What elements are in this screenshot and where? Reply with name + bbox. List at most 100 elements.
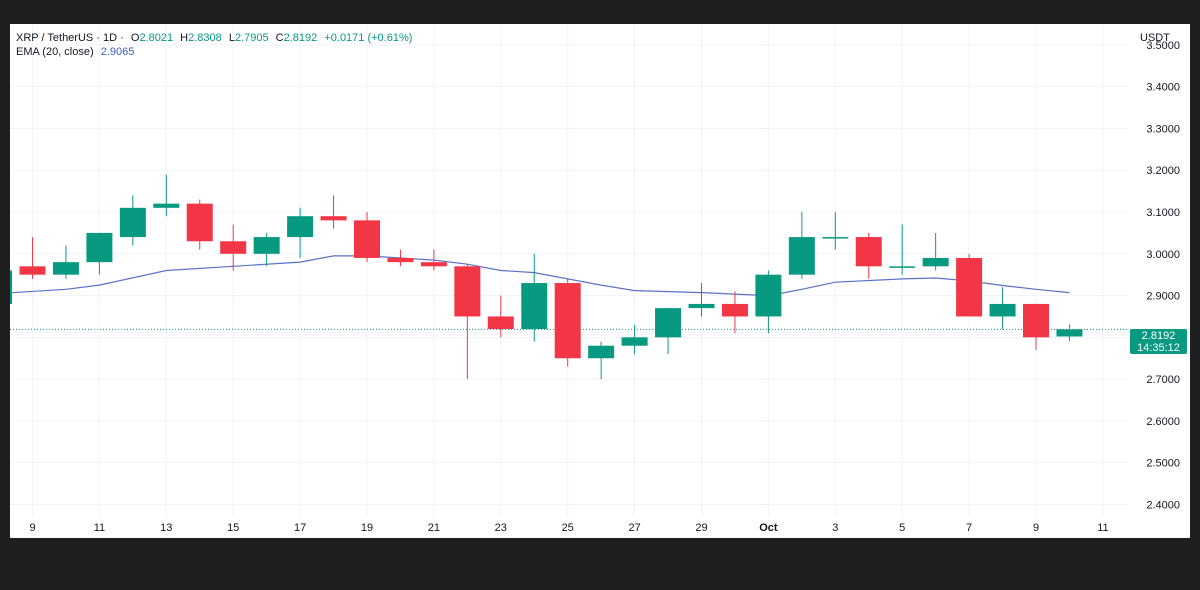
- currency-unit[interactable]: USDT: [1140, 32, 1170, 44]
- candle-body: [287, 216, 314, 238]
- candle-body: [320, 216, 347, 221]
- date-tick-label: 3: [832, 522, 838, 534]
- candle: [956, 253, 983, 317]
- candle: [420, 249, 447, 271]
- change-value: +0.0171 (+0.61%): [324, 32, 413, 44]
- date-tick-label: 7: [966, 522, 972, 534]
- candle: [253, 232, 280, 267]
- candle: [688, 283, 715, 317]
- candle-body: [521, 283, 548, 329]
- candle-body: [119, 207, 146, 238]
- candle-body: [487, 316, 514, 329]
- date-tick-label: 11: [1097, 522, 1108, 534]
- date-tick-label: 25: [562, 522, 574, 534]
- candle-body: [1056, 329, 1083, 337]
- candle-body: [253, 237, 280, 254]
- candle: [220, 224, 247, 271]
- candle: [922, 232, 949, 271]
- candle: [1056, 324, 1083, 342]
- candle-body: [454, 266, 481, 317]
- candle: [287, 207, 314, 258]
- candle: [119, 195, 146, 246]
- ema-row: EMA (20, close) 2.9065: [16, 45, 412, 59]
- ohlc-row: XRP / TetherUS · 1D · O2.8021 H2.8308 L2…: [16, 31, 412, 45]
- candle-body: [989, 303, 1016, 317]
- candle-body: [889, 266, 916, 268]
- candle-body: [354, 220, 380, 258]
- time-axis: 9 11 13 15 17 19 21 23 25 27 29 Oct 3 5 7 9 11: [29, 522, 1108, 534]
- candle: [521, 253, 548, 342]
- date-tick-label: 15: [227, 522, 239, 534]
- candle: [822, 212, 849, 250]
- date-tick-label: 17: [294, 522, 306, 534]
- date-tick-label: 9: [1033, 522, 1039, 534]
- date-tick-label: 11: [94, 522, 105, 534]
- candle-body: [588, 345, 615, 359]
- candle: [621, 324, 648, 355]
- low-value: 2.7905: [234, 32, 269, 44]
- candle: [788, 212, 815, 279]
- price-tick-label: 3.5000: [1146, 40, 1180, 52]
- candle: [989, 287, 1016, 329]
- candle: [10, 270, 13, 304]
- price-tick-label: 2.5000: [1146, 458, 1180, 470]
- close-label: C: [275, 32, 284, 44]
- candle-body: [755, 274, 782, 317]
- candle-body: [822, 237, 849, 239]
- price-axis: 3.5000 3.4000 3.3000 3.2000 3.1000 3.0000 2.90…: [1146, 40, 1180, 512]
- candlestick-chart[interactable]: 3.5000 3.4000 3.3000 3.2000 3.1000 3.0000 2.90…: [10, 24, 1190, 538]
- price-tick-label: 3.1000: [1146, 207, 1180, 219]
- candle: [153, 174, 180, 217]
- price-tick-label: 2.7000: [1146, 374, 1180, 386]
- ema-label[interactable]: EMA (20, close): [16, 46, 94, 58]
- candle-body: [1023, 303, 1049, 338]
- date-tick-label: 29: [695, 522, 707, 534]
- candle: [320, 195, 347, 229]
- price-tick-label: 3.2000: [1146, 165, 1180, 177]
- candles-layer: [10, 174, 1083, 380]
- candle: [721, 291, 748, 334]
- date-tick-label: 21: [428, 522, 440, 534]
- open-label: O: [130, 32, 140, 44]
- symbol-label[interactable]: XRP / TetherUS · 1D ·: [16, 32, 124, 44]
- price-tick-label: 2.6000: [1146, 416, 1180, 428]
- date-tick-label: 5: [899, 522, 905, 534]
- candle-body: [554, 283, 581, 359]
- date-tick-label: 19: [361, 522, 373, 534]
- date-tick-label: 9: [29, 522, 35, 534]
- date-tick-label: 23: [495, 522, 507, 534]
- candle: [588, 341, 615, 380]
- low-label: L: [228, 32, 235, 44]
- chart-frame: 3.5000 3.4000 3.3000 3.2000 3.1000 3.0000 2.90…: [10, 24, 1190, 538]
- candle: [19, 237, 46, 279]
- candle-body: [86, 232, 113, 263]
- candle-body: [922, 257, 949, 267]
- candle-body: [788, 237, 815, 275]
- last-price-tag: 2.8192 14:35:12: [1130, 329, 1187, 354]
- candle: [387, 249, 414, 267]
- candle-body: [721, 303, 748, 317]
- candle: [52, 245, 79, 279]
- close-value: 2.8192: [283, 32, 318, 44]
- high-label: H: [180, 32, 189, 44]
- candle-body: [220, 241, 247, 254]
- open-value: 2.8021: [139, 32, 174, 44]
- price-tick-label: 3.3000: [1146, 123, 1180, 135]
- candle: [1023, 303, 1049, 350]
- high-value: 2.8308: [188, 32, 222, 44]
- candle-body: [655, 308, 682, 338]
- candle: [655, 308, 682, 355]
- bar-countdown: 14:35:12: [1137, 342, 1180, 354]
- candle: [554, 278, 581, 367]
- candle-body: [420, 262, 447, 267]
- date-tick-label: 13: [160, 522, 172, 534]
- last-price-value: 2.8192: [1141, 330, 1176, 342]
- candle: [86, 232, 113, 275]
- candle-body: [186, 203, 213, 242]
- date-tick-label: 27: [628, 522, 640, 534]
- candle-body: [688, 303, 715, 309]
- candle-body: [956, 257, 983, 317]
- price-tick-label: 2.4000: [1146, 499, 1180, 511]
- candle-body: [153, 203, 180, 208]
- candle-body: [621, 337, 648, 346]
